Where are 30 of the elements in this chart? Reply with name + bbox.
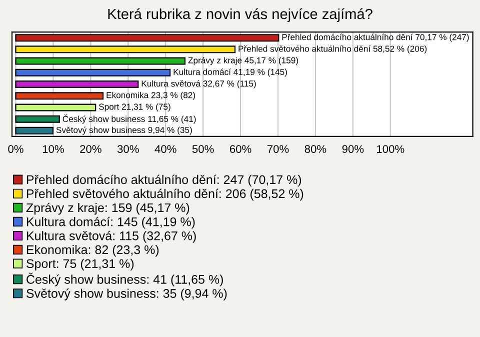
legend-label: Ekonomika: 82 (23,3 %)	[26, 244, 159, 257]
data-label: Přehled domácího aktuálního dění 70,17 % (247)	[282, 34, 469, 42]
x-tick-label: 80%	[304, 145, 326, 153]
legend-label: Přehled domácího aktuálního dění: 247 (70,17 %)	[26, 174, 302, 187]
legend-label: Český show business: 41 (11,65 %)	[26, 272, 223, 286]
x-tick-label: 90%	[342, 145, 364, 153]
x-tick-label: 100%	[377, 145, 404, 153]
data-label: Světový show business 9,94 % (35)	[56, 126, 192, 135]
legend-label: Kultura domácí: 145 (41,19 %)	[26, 216, 195, 229]
data-label: Kultura domácí 41,19 % (145)	[174, 68, 287, 77]
legend-label: Světový show business: 35 (9,94 %)	[26, 288, 227, 300]
x-tick-label: 40%	[154, 145, 176, 153]
x-tick-label: 20%	[80, 145, 102, 153]
x-tick-label: 60%	[230, 145, 252, 153]
data-label: Kultura světová 32,67 % (115)	[142, 80, 256, 88]
data-label: Zprávy z kraje 45,17 % (159)	[188, 56, 298, 66]
data-label: Český show business 11,65 % (41)	[62, 114, 196, 124]
legend-label: Zprávy z kraje: 159 (45,17 %)	[26, 202, 190, 215]
data-label: Sport 21,31 % (75)	[98, 103, 170, 112]
legend-label: Přehled světového aktuálního dění: 206 (58,52 %)	[26, 188, 304, 201]
data-label: Přehled světového aktuálního dění 58,52 % (206)	[238, 45, 427, 54]
legend-label: Kultura světová: 115 (32,67 %)	[26, 230, 196, 243]
legend-label: Sport: 75 (21,31 %)	[26, 258, 134, 271]
x-tick-label: 70%	[267, 145, 289, 153]
x-tick-label: 50%	[192, 145, 214, 153]
data-label: Ekonomika 23,3 % (82)	[106, 92, 196, 100]
x-tick-label: 0%	[8, 145, 24, 153]
x-tick-label: 30%	[117, 145, 139, 153]
chart-title: Která rubrika z novin vás nejvíce zajímá?	[108, 8, 372, 22]
x-tick-label: 10%	[42, 145, 64, 153]
